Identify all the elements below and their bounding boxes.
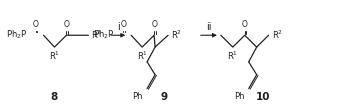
Text: R$^2$: R$^2$ xyxy=(91,29,102,41)
Text: 9: 9 xyxy=(160,92,167,102)
Text: 8: 8 xyxy=(51,92,58,102)
Text: R$^1$: R$^1$ xyxy=(49,50,60,62)
Text: O: O xyxy=(151,20,157,29)
Text: O: O xyxy=(242,20,248,29)
Text: Ph$_2$P: Ph$_2$P xyxy=(93,29,115,42)
Text: R$^2$: R$^2$ xyxy=(272,29,283,41)
Text: ii: ii xyxy=(206,22,212,32)
Text: R$^1$: R$^1$ xyxy=(137,50,148,62)
Text: 10: 10 xyxy=(256,92,270,102)
Text: Ph$_2$P: Ph$_2$P xyxy=(6,29,27,42)
Text: R$^2$: R$^2$ xyxy=(171,29,182,41)
Text: O: O xyxy=(63,20,69,29)
Text: Ph: Ph xyxy=(234,92,245,101)
Text: O: O xyxy=(33,20,39,29)
Text: O: O xyxy=(120,20,126,29)
Text: Ph: Ph xyxy=(132,92,142,101)
Text: R$^1$: R$^1$ xyxy=(227,50,238,62)
Text: i: i xyxy=(117,22,120,32)
